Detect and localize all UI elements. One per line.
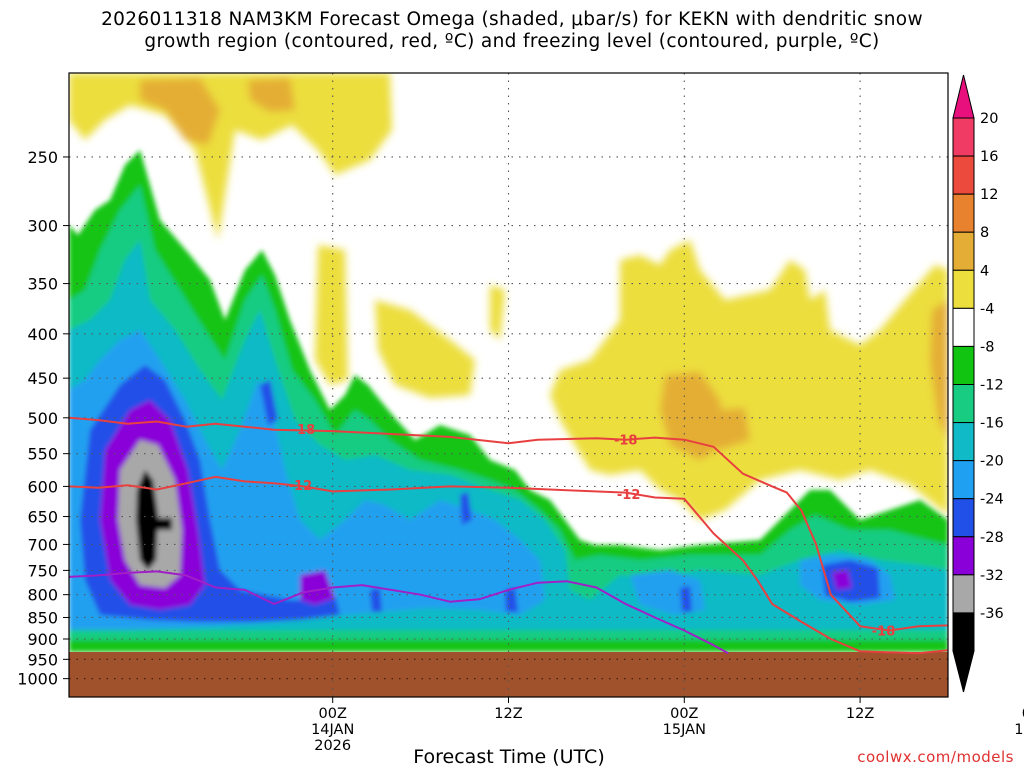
y-tick-label-700: 700 [27, 535, 58, 554]
colorbar-label-0: 20 [980, 111, 998, 127]
colorbar-swatch-6 [952, 345, 975, 385]
colorbar-swatch-10 [952, 498, 975, 538]
x-axis-label: Forecast Time (UTC) [413, 746, 605, 768]
colorbar-swatch-2 [952, 193, 975, 233]
contour-line-0 [69, 416, 948, 632]
colorbar-swatch-0 [952, 117, 975, 157]
y-tick-label-850: 850 [27, 608, 58, 627]
contour-label-18-a: -18 [292, 423, 316, 438]
colorbar-swatch-12 [952, 574, 975, 614]
x-tick-label-4-1: 16JAN [1014, 722, 1024, 738]
contour-line-2 [69, 570, 729, 655]
colorbar-label-4: 4 [980, 263, 989, 279]
colorbar-swatch-11 [952, 536, 975, 576]
y-tick-label-500: 500 [27, 409, 58, 428]
colorbar-swatch-9 [952, 460, 975, 500]
y-tick-label-600: 600 [27, 477, 58, 496]
x-tick-label-2-0: 00Z [670, 706, 698, 722]
colorbar-top-arrow [952, 74, 975, 119]
y-tick-label-950: 950 [27, 650, 58, 669]
x-tick-label-3-0: 12Z [846, 706, 874, 722]
y-tick-label-300: 300 [27, 217, 58, 236]
x-tick-label-1-0: 12Z [494, 706, 522, 722]
y-tick-label-250: 250 [27, 148, 58, 167]
contour-label-12-a: -12 [289, 479, 313, 494]
omega-shading [69, 73, 948, 652]
y-tick-label-450: 450 [27, 369, 58, 388]
y-tick-label-900: 900 [27, 630, 58, 649]
colorbar: 20 16 12 8 4 -4 -8 -12 -16 -20 -24 -28 -32 -36 [952, 74, 1004, 693]
colorbar-label-6: -8 [980, 339, 994, 355]
colorbar-label-5: -4 [980, 301, 994, 317]
colorbar-label-2: 12 [980, 187, 998, 203]
colorbar-swatch-1 [952, 155, 975, 195]
contour-label-12-b: -12 [617, 488, 641, 503]
colorbar-swatch-8 [952, 422, 975, 462]
colorbar-label-11: -28 [980, 530, 1004, 546]
colorbar-swatch-5 [952, 307, 975, 347]
y-tick-label-550: 550 [27, 445, 58, 464]
colorbar-label-8: -16 [980, 416, 1004, 432]
contour-label-18-b: -18 [614, 434, 638, 449]
colorbar-swatch-7 [952, 384, 975, 424]
y-tick-label-350: 350 [27, 275, 58, 294]
colorbar-swatch-3 [952, 231, 975, 271]
credit-link[interactable]: coolwx.com/models [857, 748, 1014, 766]
x-tick-label-4-0: 00Z [1022, 706, 1024, 722]
contour-line-1 [69, 475, 948, 655]
y-tick-label-650: 650 [27, 508, 58, 527]
colorbar-label-9: -20 [980, 454, 1004, 470]
colorbar-label-7: -12 [980, 378, 1004, 394]
contour-label-18-c: -18 [872, 625, 896, 640]
colorbar-label-10: -24 [980, 492, 1004, 508]
y-axis: 250 300 350 400 450 500 550 600 650 700 750 800 850 9… [17, 148, 69, 689]
x-axis: 00Z14JAN202612Z00Z15JAN12Z00Z16JAN [311, 697, 1024, 754]
plot-area: -18 -18 -18 -12 -12 [69, 73, 948, 697]
colorbar-label-13: -36 [980, 606, 1004, 622]
colorbar-swatch-4 [952, 269, 975, 309]
x-tick-label-0-1: 14JAN [311, 722, 354, 738]
y-tick-label-750: 750 [27, 561, 58, 580]
colorbar-swatch-13 [952, 612, 975, 652]
chart-title-line-2: growth region (contoured, red, ºC) and f… [144, 31, 880, 52]
colorbar-label-12: -32 [980, 568, 1004, 584]
colorbar-bottom-arrow [952, 650, 975, 693]
colorbar-label-1: 16 [980, 149, 998, 165]
contour-lines: -18 -18 -18 -12 -12 [69, 416, 948, 655]
colorbar-label-3: 8 [980, 225, 989, 241]
chart-title-line-1: 2026011318 NAM3KM Forecast Omega (shaded… [101, 9, 923, 30]
x-tick-label-0-0: 00Z [319, 706, 347, 722]
x-tick-label-0-2: 2026 [314, 738, 351, 754]
y-tick-label-800: 800 [27, 586, 58, 605]
x-tick-label-2-1: 15JAN [663, 722, 706, 738]
y-tick-label-1000: 1000 [17, 670, 58, 689]
y-tick-label-400: 400 [27, 325, 58, 344]
